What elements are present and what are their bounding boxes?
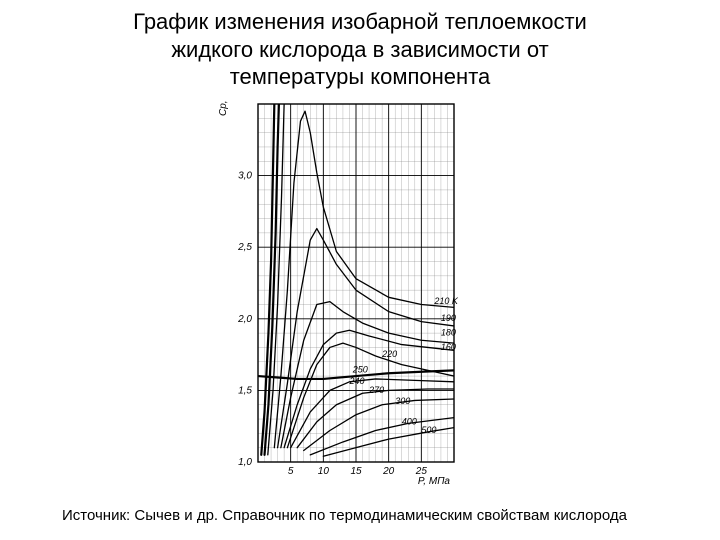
svg-text:250: 250 [352, 365, 368, 375]
title-line-1: График изменения изобарной теплоемкости [133, 9, 587, 34]
svg-text:20: 20 [382, 466, 395, 477]
svg-text:P, МПа: P, МПа [418, 476, 451, 487]
svg-text:270: 270 [368, 385, 384, 395]
svg-text:2,0: 2,0 [237, 314, 252, 325]
title-line-3: температуры компонента [230, 64, 491, 89]
slide-title: График изменения изобарной теплоемкости … [0, 8, 720, 91]
svg-text:400: 400 [402, 416, 417, 426]
svg-text:160: 160 [441, 342, 456, 352]
svg-text:300: 300 [395, 396, 410, 406]
svg-text:220: 220 [381, 349, 397, 359]
svg-text:3,0: 3,0 [238, 171, 252, 182]
svg-text:15: 15 [350, 466, 362, 477]
svg-text:1,5: 1,5 [238, 385, 252, 396]
chart-container: 210 K 190 180 160 220 250240 270 300 400 500 5 10 15… [218, 98, 508, 488]
svg-text:240: 240 [348, 376, 364, 386]
svg-text:5: 5 [288, 466, 294, 477]
svg-text:190: 190 [441, 313, 456, 323]
svg-text:2,5: 2,5 [237, 242, 252, 253]
svg-text:210 K: 210 K [433, 296, 459, 306]
svg-text:180: 180 [441, 327, 456, 337]
svg-text:500: 500 [421, 425, 436, 435]
svg-text:10: 10 [318, 466, 330, 477]
svg-text:Cp, кДж/(кг·К): Cp, кДж/(кг·К) [218, 98, 229, 116]
source-citation: Источник: Сычев и др. Справочник по терм… [62, 507, 662, 526]
cp-vs-pressure-chart: 210 K 190 180 160 220 250240 270 300 400 500 5 10 15… [218, 98, 508, 488]
title-line-2: жидкого кислорода в зависимости от [171, 37, 548, 62]
svg-text:1,0: 1,0 [238, 457, 252, 468]
